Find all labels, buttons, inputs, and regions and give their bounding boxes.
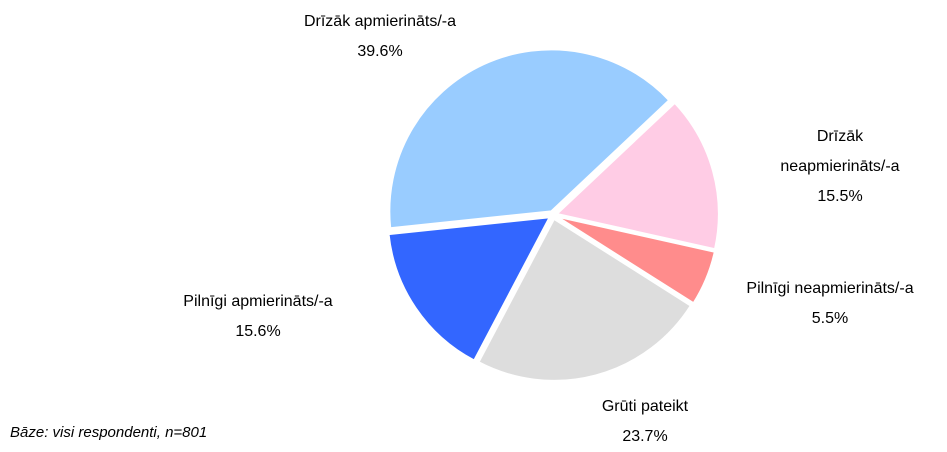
footnote: Bāze: visi respondenti, n=801 <box>10 424 208 441</box>
value-label: 5.5% <box>811 310 849 327</box>
value-label: 15.6% <box>235 323 281 340</box>
slice-label: Grūti pateikt <box>601 398 689 415</box>
value-label: 39.6% <box>357 43 403 60</box>
slice-label: Drīzāk neapmierināts/-a <box>780 128 900 175</box>
pie-slice <box>556 215 717 305</box>
slice-label: Pilnīgi apmierināts/-a <box>183 293 333 310</box>
pie-slice <box>554 101 720 251</box>
pie-slice <box>477 217 693 382</box>
slice-label: Pilnīgi neapmierināts/-a <box>746 280 914 297</box>
pie-slice <box>388 48 671 230</box>
slice-label: Drīzāk apmierināts/-a <box>303 13 457 30</box>
value-label: 15.5% <box>817 188 863 205</box>
value-label: 23.7% <box>622 428 668 445</box>
pie-slice <box>387 216 552 362</box>
